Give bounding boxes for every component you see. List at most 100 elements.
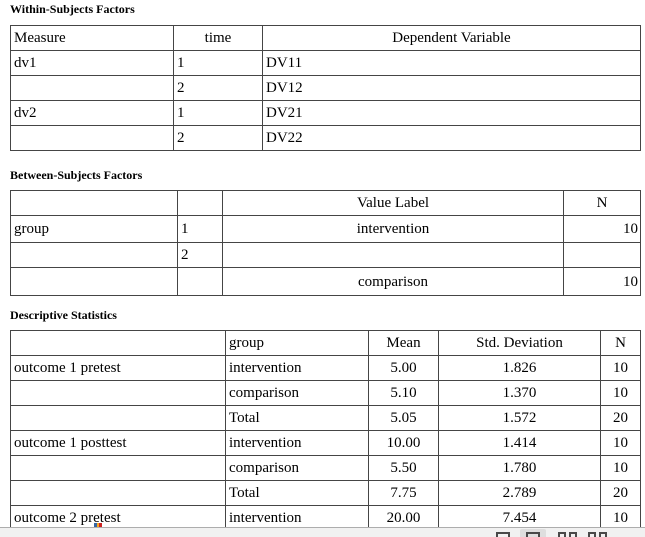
between-subjects-table: Value Label N group 1 intervention 10 2 … <box>10 190 641 296</box>
table-cell: 5.05 <box>368 405 439 431</box>
table-cell: 5.00 <box>368 355 439 381</box>
table-cell: 10 <box>600 380 641 406</box>
table-cell: dv1 <box>10 50 174 76</box>
table-cell: dv2 <box>10 100 174 126</box>
table-cell: 2.789 <box>438 480 601 506</box>
save-indicator-icon <box>94 523 102 528</box>
table-cell: 10 <box>600 455 641 481</box>
page-icon <box>526 532 540 537</box>
table-cell: 20 <box>600 405 641 431</box>
table-cell: comparison <box>225 380 369 406</box>
between-subjects-title: Between-Subjects Factors <box>10 168 143 182</box>
single-page-view-selected-button[interactable] <box>520 529 546 537</box>
table-cell: DV22 <box>262 125 641 151</box>
table-cell <box>10 380 226 406</box>
table-cell: Total <box>225 480 369 506</box>
table-cell: 10 <box>600 505 641 531</box>
table-cell: group <box>10 215 178 243</box>
table-row: group 1 intervention 10 <box>10 215 641 243</box>
table-cell: 1 <box>173 100 263 126</box>
table-cell: Total <box>225 405 369 431</box>
header-cell-dependent-variable: Dependent Variable <box>262 25 641 51</box>
table-cell: 7.454 <box>438 505 601 531</box>
table-cell: DV12 <box>262 75 641 101</box>
table-cell <box>563 242 641 268</box>
table-row: 2 DV22 <box>10 125 641 151</box>
table-cell: DV11 <box>262 50 641 76</box>
table-row: dv2 1 DV21 <box>10 100 641 126</box>
table-cell: outcome 2 pretest <box>10 505 226 531</box>
table-cell <box>10 267 178 296</box>
within-subjects-title: Within-Subjects Factors <box>10 2 135 16</box>
table-cell: 10 <box>563 267 641 296</box>
header-cell-n: N <box>563 190 641 216</box>
within-subjects-table: Measure time Dependent Variable dv1 1 DV… <box>10 25 641 151</box>
table-cell: 1.780 <box>438 455 601 481</box>
multi-page-view-icon[interactable] <box>558 532 580 537</box>
header-cell-time: time <box>173 25 263 51</box>
header-cell-empty <box>10 330 226 356</box>
table-cell: outcome 1 pretest <box>10 355 226 381</box>
table-header-row: Measure time Dependent Variable <box>10 25 641 51</box>
table-cell: 1.826 <box>438 355 601 381</box>
table-cell: 2 <box>173 125 263 151</box>
table-cell <box>10 125 174 151</box>
table-cell: 20 <box>600 480 641 506</box>
table-cell: intervention <box>225 355 369 381</box>
header-cell-measure: Measure <box>10 25 174 51</box>
table-cell: 5.10 <box>368 380 439 406</box>
table-cell <box>10 75 174 101</box>
table-cell <box>10 405 226 431</box>
table-header-row: group Mean Std. Deviation N <box>10 330 641 356</box>
book-view-icon[interactable] <box>588 532 610 537</box>
header-cell-n: N <box>600 330 641 356</box>
descriptive-statistics-title: Descriptive Statistics <box>10 308 117 322</box>
header-cell-empty <box>177 190 223 216</box>
table-cell: 1 <box>177 215 223 243</box>
table-row: comparison 5.50 1.780 10 <box>10 455 641 481</box>
table-cell: 10 <box>563 215 641 243</box>
table-cell <box>10 480 226 506</box>
header-cell-std-deviation: Std. Deviation <box>438 330 601 356</box>
table-cell: 10 <box>600 355 641 381</box>
table-row: 2 DV12 <box>10 75 641 101</box>
table-cell: 1 <box>173 50 263 76</box>
table-header-row: Value Label N <box>10 190 641 216</box>
table-cell: DV21 <box>262 100 641 126</box>
table-cell <box>10 242 178 268</box>
table-cell: 10 <box>600 430 641 456</box>
table-cell: 2 <box>177 242 223 268</box>
single-page-view-icon[interactable] <box>496 532 510 537</box>
table-row: comparison 10 <box>10 267 641 296</box>
table-row: dv1 1 DV11 <box>10 50 641 76</box>
table-cell: intervention <box>225 505 369 531</box>
table-row: outcome 1 posttest intervention 10.00 1.… <box>10 430 641 456</box>
table-cell: comparison <box>222 267 564 296</box>
table-cell: 1.370 <box>438 380 601 406</box>
header-cell-empty <box>10 190 178 216</box>
table-cell: intervention <box>222 215 564 243</box>
table-row: outcome 2 pretest intervention 20.00 7.4… <box>10 505 641 531</box>
table-row: outcome 1 pretest intervention 5.00 1.82… <box>10 355 641 381</box>
header-cell-value-label: Value Label <box>222 190 564 216</box>
table-cell: outcome 1 posttest <box>10 430 226 456</box>
table-row: 2 <box>10 242 641 268</box>
table-cell <box>222 242 564 268</box>
table-row: Total 5.05 1.572 20 <box>10 405 641 431</box>
table-cell: 10.00 <box>368 430 439 456</box>
header-cell-mean: Mean <box>368 330 439 356</box>
descriptive-statistics-table: group Mean Std. Deviation N outcome 1 pr… <box>10 330 641 531</box>
table-cell: 1.414 <box>438 430 601 456</box>
table-cell <box>177 267 223 296</box>
table-cell <box>10 455 226 481</box>
table-cell: 2 <box>173 75 263 101</box>
table-cell: 5.50 <box>368 455 439 481</box>
table-row: Total 7.75 2.789 20 <box>10 480 641 506</box>
table-row: comparison 5.10 1.370 10 <box>10 380 641 406</box>
table-cell: comparison <box>225 455 369 481</box>
status-bar <box>0 527 645 537</box>
header-cell-group: group <box>225 330 369 356</box>
table-cell: intervention <box>225 430 369 456</box>
table-cell: 1.572 <box>438 405 601 431</box>
